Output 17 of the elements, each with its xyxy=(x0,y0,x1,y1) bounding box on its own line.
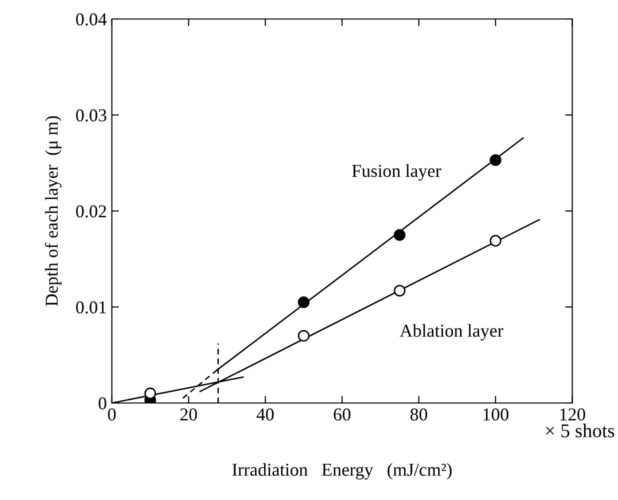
x-tick-label: 0 xyxy=(108,408,116,421)
x-tick-label: 100 xyxy=(484,408,508,421)
text: Fusion layer xyxy=(352,164,442,181)
x-tick-label: 40 xyxy=(256,408,274,421)
y-tick-label: 0.04 xyxy=(76,13,107,26)
y-tick-label: 0 xyxy=(98,397,106,410)
text: × 5 shots xyxy=(546,424,614,438)
y-tick-label: 0.02 xyxy=(76,205,106,218)
x-tick-label: 60 xyxy=(334,408,350,421)
y-tick-label: 0.01 xyxy=(76,301,106,314)
x-tick-label: 20 xyxy=(180,408,197,421)
x-tick-label: 120 xyxy=(560,408,586,421)
y-axis-title: Depth of each layer (μ m) xyxy=(44,116,62,306)
y-tick-label: 0.03 xyxy=(76,109,106,122)
x-axis-title: Irradiation Energy (mJ/cm²) xyxy=(232,463,452,480)
series-label: Ablation layer xyxy=(400,324,504,341)
x-tick-label: 80 xyxy=(410,408,428,421)
